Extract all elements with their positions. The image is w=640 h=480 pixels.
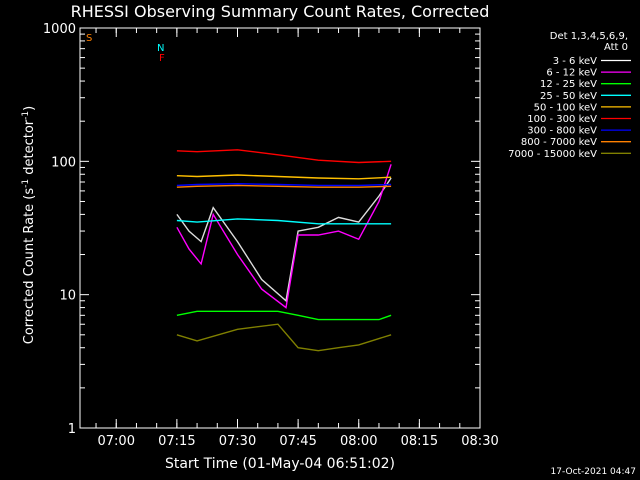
legend-label: 300 - 800 keV	[527, 126, 597, 137]
legend-label: 25 - 50 keV	[540, 91, 597, 102]
legend-header: Att 0	[604, 42, 628, 53]
y-tick-label: 1000	[43, 22, 76, 37]
legend-label: 50 - 100 keV	[534, 102, 598, 113]
legend-label: 100 - 300 keV	[527, 114, 597, 125]
series-line-4	[176, 174, 392, 180]
series-line-1	[176, 164, 392, 309]
series-line-3	[176, 218, 392, 225]
chart-title: RHESSI Observing Summary Count Rates, Co…	[71, 2, 490, 21]
series-line-7	[176, 184, 392, 188]
series-line-8	[176, 323, 392, 352]
y-tick-label: 1	[68, 422, 76, 437]
x-tick-label: 07:15	[158, 434, 195, 449]
series-line-6	[176, 182, 392, 187]
x-tick-label: 07:45	[279, 434, 316, 449]
legend-label: 800 - 7000 keV	[521, 137, 597, 148]
x-tick-label: 08:15	[401, 434, 438, 449]
legend-label: 3 - 6 keV	[553, 56, 597, 67]
plot-frame	[79, 27, 481, 429]
y-axis: 1 10 100 1000	[43, 22, 480, 437]
legend-label: 12 - 25 keV	[540, 79, 597, 90]
flag-n: N	[157, 43, 164, 54]
y-tick-label: 10	[59, 289, 76, 304]
y-tick-label: 100	[51, 155, 76, 170]
flag-s: S	[86, 33, 92, 44]
footer-stamp: 17-Oct-2021 04:47	[551, 467, 636, 477]
x-tick-label: 08:30	[461, 434, 498, 449]
x-axis: 07:00 07:15 07:30 07:45 08:00 08:15 08:30	[95, 28, 499, 449]
series-line-0	[176, 177, 392, 303]
x-axis-label: Start Time (01-May-04 06:51:02)	[165, 456, 395, 472]
chart-marks	[176, 149, 392, 352]
legend-label: 7000 - 15000 keV	[508, 149, 597, 160]
legend-header: Det 1,3,4,5,6,9,	[550, 31, 628, 42]
x-tick-label: 07:30	[219, 434, 256, 449]
flag-f: F	[159, 53, 165, 64]
series-line-2	[176, 310, 392, 321]
x-tick-label: 08:00	[340, 434, 377, 449]
x-tick-label: 07:00	[98, 434, 135, 449]
legend-label: 6 - 12 keV	[546, 68, 597, 79]
y-axis-label: Corrected Count Rate (s-1 detector-1)	[21, 106, 37, 344]
series-line-5	[176, 149, 392, 164]
